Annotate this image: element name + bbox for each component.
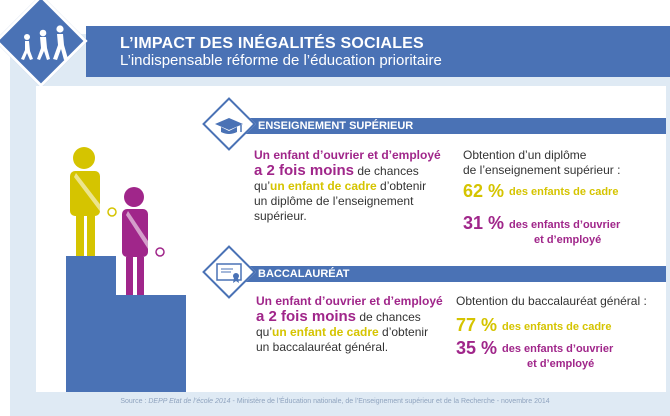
graduation-cap-icon bbox=[215, 118, 243, 134]
section-1-stat-2-label: des enfants d’ouvrier et d’employé bbox=[509, 219, 621, 246]
header-banner bbox=[86, 26, 670, 77]
page-subtitle: L’indispensable réforme de l’éducation p… bbox=[120, 52, 442, 69]
adult-figure-yellow bbox=[70, 147, 117, 256]
section-1-lead: Un enfant d’ouvrier et d’employé a 2 foi… bbox=[254, 148, 441, 223]
section-2-stat-title: Obtention du baccalauréat général : bbox=[456, 294, 647, 308]
section-label-higher-education: ENSEIGNEMENT SUPÉRIEUR bbox=[258, 120, 414, 132]
section-1-stat-title: Obtention d’un diplôme de l’enseignement… bbox=[463, 148, 621, 177]
section-2-stat-1-value: 77 % bbox=[456, 315, 498, 335]
page-title: L’IMPACT DES INÉGALITÉS SOCIALES bbox=[120, 35, 424, 52]
section-bar-higher-education bbox=[238, 118, 666, 134]
section-1-stat-1-value: 62 % bbox=[463, 181, 505, 201]
walking-children-icon bbox=[21, 25, 68, 60]
section-2-stat-1-label: des enfants de cadre bbox=[502, 321, 612, 333]
child-figure-magenta bbox=[122, 187, 165, 295]
stairs-illustration bbox=[66, 147, 186, 392]
section-2-lead: Un enfant d’ouvrier et d’employé a 2 foi… bbox=[256, 294, 443, 354]
section-2-stat-2-value: 35 % bbox=[456, 338, 498, 358]
diploma-icon bbox=[216, 263, 242, 283]
source-note: Source : DEPP Etat de l’école 2014 - Min… bbox=[120, 398, 550, 405]
section-2-stat-2-label: des enfants d’ouvrier et d’employé bbox=[502, 343, 614, 370]
section-label-baccalaureate: BACCALAURÉAT bbox=[258, 268, 350, 280]
section-1-stat-2-value: 31 % bbox=[463, 213, 505, 233]
section-bar-baccalaureate bbox=[238, 266, 666, 282]
section-1-stat-1-label: des enfants de cadre bbox=[509, 186, 619, 198]
